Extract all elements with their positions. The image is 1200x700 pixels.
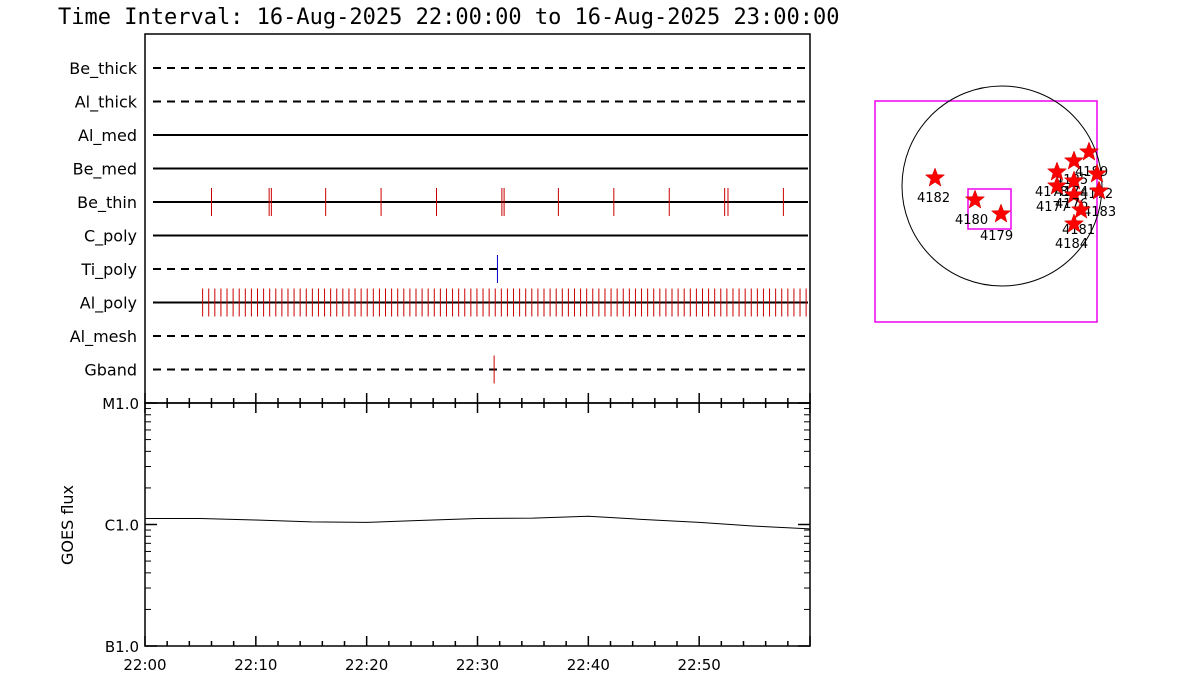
goes-panel: M1.0 C1.0 B1.022:00 22:10 22:20 22:30 22:40 22:… <box>58 393 811 674</box>
goes-ylabel: GOES flux <box>58 485 77 565</box>
solar-disk-map: 4182418041794189418541784174417741764172… <box>874 85 1116 323</box>
active-region-star <box>1070 199 1092 219</box>
x-tick-label: 22:50 <box>678 656 721 674</box>
x-tick-label: 22:20 <box>345 656 388 674</box>
event-timeline-panel: Be_thick Al_thick Al_med Be_med Be_thin C_pol… <box>69 33 811 404</box>
channel-label: Al_thick <box>75 93 138 113</box>
active-region-star <box>990 203 1012 223</box>
solar-limb <box>901 85 1103 287</box>
x-tick-label: 22:40 <box>567 656 610 674</box>
active-region-label: 4182 <box>917 191 950 206</box>
active-region-label: 4179 <box>980 229 1013 244</box>
channel-label: Al_mesh <box>70 327 137 347</box>
channel-label: Ti_poly <box>80 260 137 280</box>
channel-label: Be_thick <box>69 59 137 79</box>
y-tick-label: B1.0 <box>105 638 139 656</box>
active-region-star <box>1088 180 1110 200</box>
active-region-star <box>1063 184 1085 204</box>
active-region-star <box>964 189 986 209</box>
goes-flux-line <box>145 515 811 530</box>
timeline-frame <box>144 33 811 404</box>
active-region-star <box>1046 175 1068 195</box>
map-fov-box <box>874 100 1098 323</box>
map-inner-fov-box <box>967 188 1012 230</box>
figure-title: Time Interval: 16-Aug-2025 22:00:00 to 1… <box>58 5 839 30</box>
channel-label: Gband <box>84 361 137 380</box>
goes-frame <box>144 402 811 647</box>
active-region-star <box>1078 141 1100 161</box>
active-region-star <box>924 167 946 187</box>
x-tick-label: 22:30 <box>456 656 499 674</box>
active-region-star <box>1063 213 1085 233</box>
active-region-star <box>1086 163 1108 183</box>
channel-label: Al_poly <box>80 294 137 314</box>
x-tick-label: 22:00 <box>123 656 166 674</box>
active-region-label: 4183 <box>1083 205 1116 220</box>
channel-label: Al_med <box>78 126 137 146</box>
active-region-label: 4180 <box>955 213 988 228</box>
active-region-star <box>1063 150 1085 170</box>
channel-label: Be_thin <box>77 193 137 213</box>
x-tick-label: 22:10 <box>234 656 277 674</box>
active-region-label: 4184 <box>1055 237 1088 252</box>
channel-label: C_poly <box>84 227 137 247</box>
y-tick-label: C1.0 <box>105 517 139 535</box>
channel-label: Be_med <box>73 160 137 180</box>
y-tick-label: M1.0 <box>102 395 139 413</box>
active-region-label: 4177 <box>1036 200 1069 215</box>
